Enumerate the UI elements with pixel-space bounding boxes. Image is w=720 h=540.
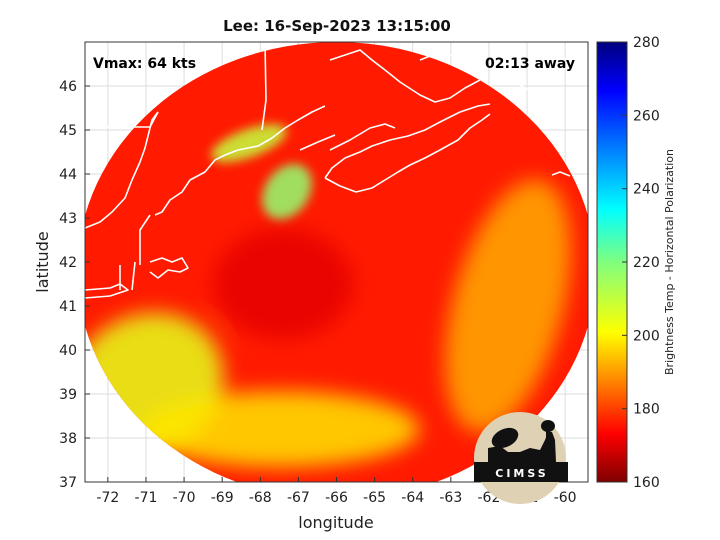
x-tick-label: -60 [554, 490, 577, 506]
logo-silhouette [474, 432, 568, 482]
coast-nova-scotia [324, 103, 491, 193]
coast-us-canada [85, 105, 326, 229]
y-tick-label: 44 [59, 167, 77, 183]
y-tick-label: 40 [59, 343, 77, 359]
swath-layer [85, 42, 588, 482]
border-states [119, 214, 151, 291]
logo-text: CIMSS [495, 467, 548, 480]
colorbar-tick-label: 240 [633, 182, 660, 198]
cimss-logo: CIMSS [474, 412, 568, 504]
feature-blob [445, 179, 571, 433]
y-axis-label: latitude [33, 231, 52, 292]
y-tick-label: 38 [59, 431, 77, 447]
feature-blob [262, 163, 312, 220]
feature-blob [139, 391, 420, 468]
colorbar-tick-label: 220 [633, 255, 660, 271]
logo-tower-tank [541, 420, 555, 432]
colorbar-tick-label: 160 [633, 475, 660, 491]
x-axis-label: longitude [298, 513, 373, 532]
y-tick-label: 46 [59, 79, 77, 95]
x-tick-label: -65 [363, 490, 386, 506]
colorbar-tick-label: 260 [633, 108, 660, 124]
feature-blob [213, 229, 354, 339]
y-tick-label: 43 [59, 211, 77, 227]
x-tick-label: -69 [211, 490, 234, 506]
y-tick-label: 39 [59, 387, 77, 403]
y-tick-label: 41 [59, 299, 77, 315]
y-tick-label: 45 [59, 123, 77, 139]
coast-newfoundland [529, 57, 588, 177]
vmax-annotation: Vmax: 64 kts [93, 56, 196, 72]
x-tick-label: -68 [249, 490, 272, 506]
x-tick-label: -67 [287, 490, 310, 506]
logo-dish [491, 427, 519, 449]
colorbar-tick-label: 280 [633, 35, 660, 51]
y-axis: 37 38 39 40 41 42 43 44 45 46 [59, 79, 90, 491]
x-tick-label: -64 [401, 490, 424, 506]
y-tick-label: 42 [59, 255, 77, 271]
time-away-annotation: 02:13 away [485, 56, 575, 72]
x-tick-label: -72 [96, 490, 119, 506]
colorbar-tick-label: 200 [633, 328, 660, 344]
x-tick-label: -71 [135, 490, 158, 506]
coast-bay-of-fundy [299, 123, 396, 151]
coast-cape-cod [149, 257, 189, 279]
colorbar-tick-label: 180 [633, 402, 660, 418]
colorbar-ticks: 160 180 200 220 240 260 280 [622, 35, 660, 491]
border-us-canada [85, 42, 267, 131]
x-tick-label: -66 [325, 490, 348, 506]
coastlines [85, 42, 588, 299]
y-tick-label: 37 [59, 475, 77, 491]
logo-tower-leg [546, 430, 550, 450]
colorbar-label: Brightness Temp - Horizontal Polarizatio… [663, 149, 676, 375]
chart-title: Lee: 16-Sep-2023 13:15:00 [223, 17, 451, 35]
x-tick-label: -70 [173, 490, 196, 506]
coast-long-island [85, 283, 129, 299]
coast-gulf-st-lawrence [329, 49, 556, 103]
x-tick-label: -63 [439, 490, 462, 506]
